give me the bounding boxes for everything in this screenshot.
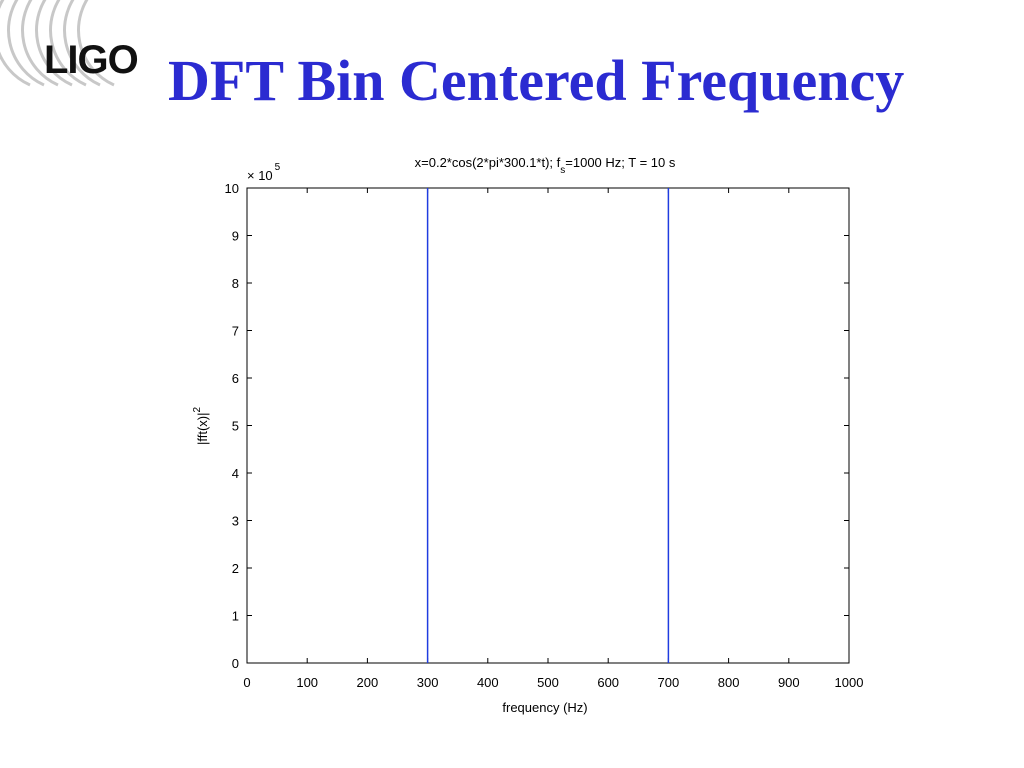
x-tick-label: 100 [296, 675, 318, 690]
y-tick-label: 4 [232, 466, 239, 481]
x-tick-label: 600 [597, 675, 619, 690]
x-tick-label: 900 [778, 675, 800, 690]
y-tick-label: 3 [232, 514, 239, 529]
y-tick-label: 10 [225, 181, 239, 196]
x-tick-label: 200 [357, 675, 379, 690]
x-tick-label: 500 [537, 675, 559, 690]
x-tick-label: 700 [658, 675, 680, 690]
plot-area [246, 187, 850, 664]
x-tick-label: 1000 [835, 675, 864, 690]
y-tick-label: 0 [232, 656, 239, 671]
y-tick-label: 5 [232, 419, 239, 434]
y-tick-label: 8 [232, 276, 239, 291]
y-tick-label: 1 [232, 609, 239, 624]
slide-title: DFT Bin Centered Frequency [168, 48, 905, 113]
x-tick-label: 0 [243, 675, 250, 690]
y-axis-label: |fft(x)|2 [192, 407, 210, 446]
x-tick-label: 400 [477, 675, 499, 690]
y-tick-label: 9 [232, 229, 239, 244]
y-multiplier: × 105 [247, 162, 281, 183]
y-tick-label: 7 [232, 324, 239, 339]
x-axis-label: frequency (Hz) [502, 700, 587, 715]
x-tick-label: 800 [718, 675, 740, 690]
y-tick-label: 2 [232, 561, 239, 576]
x-tick-label: 300 [417, 675, 439, 690]
y-tick-label: 6 [232, 371, 239, 386]
ligo-logo-text: LIGO [44, 38, 139, 82]
chart-title: x=0.2*cos(2*pi*300.1*t); fs=1000 Hz; T =… [415, 155, 676, 176]
ligo-logo-arcs [0, 0, 115, 87]
